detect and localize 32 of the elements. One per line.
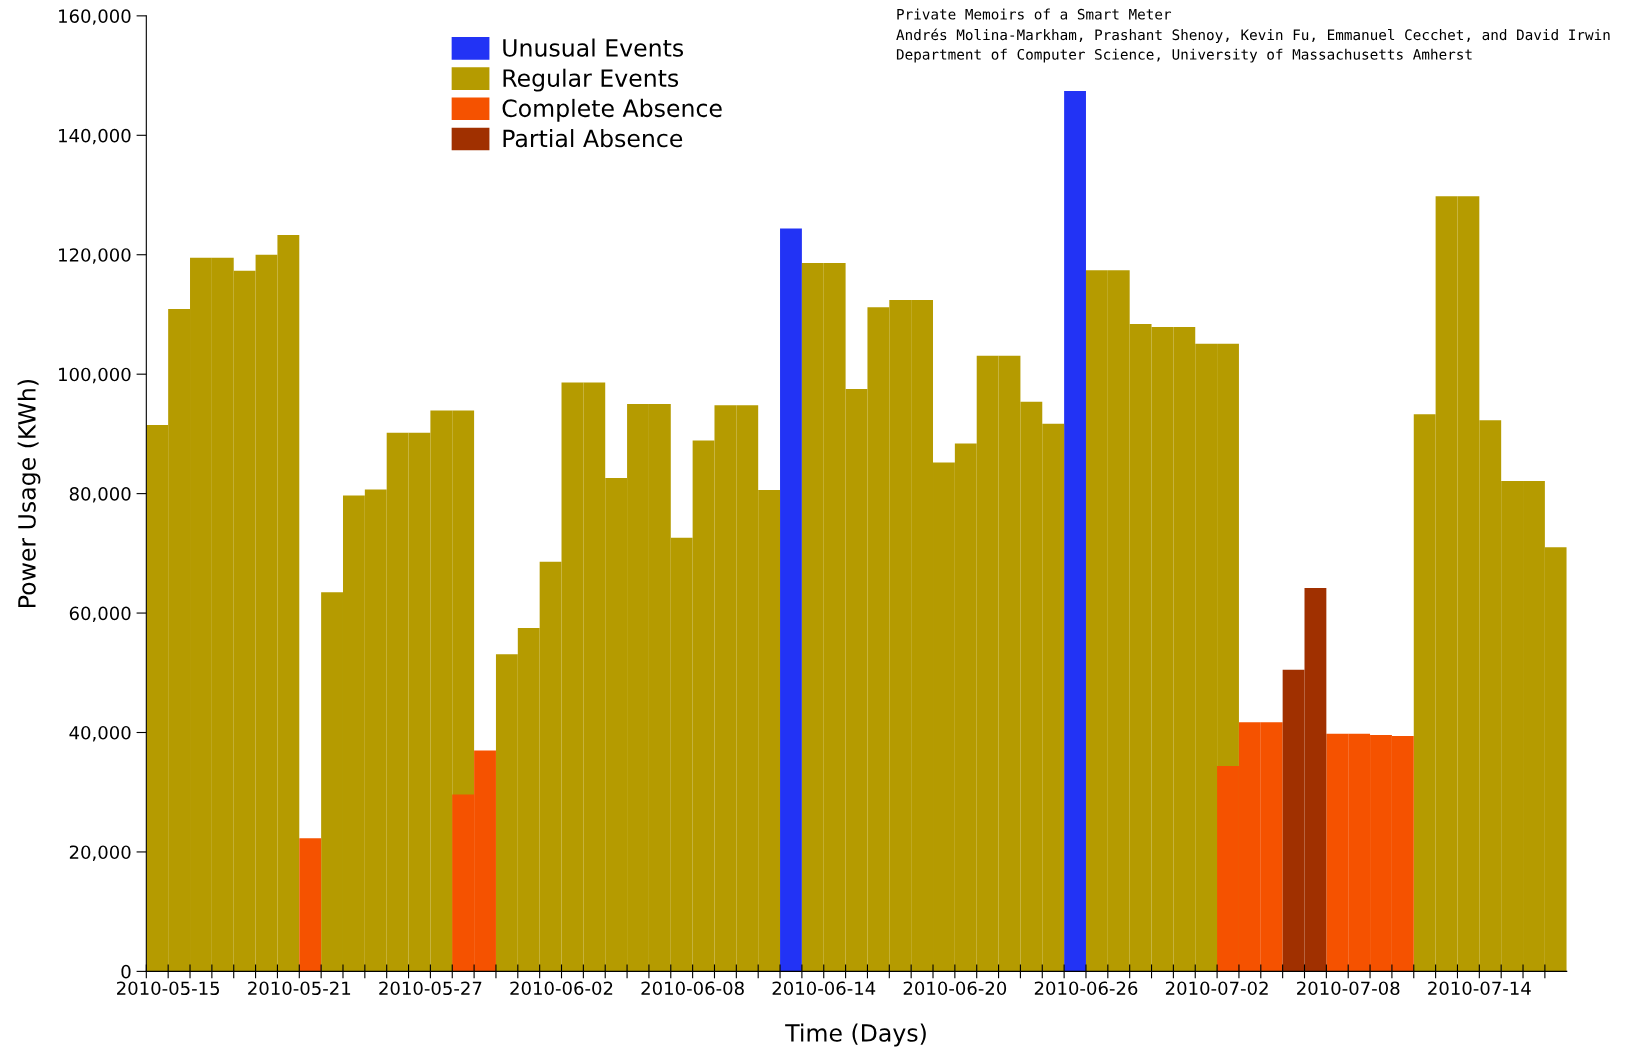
x-tick-label: 2010-06-26 [1034, 981, 1138, 996]
legend-label: Complete Absence [502, 98, 722, 122]
bar [299, 838, 322, 972]
bar [780, 228, 802, 972]
legend-label: Unusual Events [503, 38, 684, 57]
x-tick-label: 2010-05-27 [379, 981, 482, 996]
y-tick-label: 20,000 [69, 845, 131, 861]
bar [1064, 91, 1086, 972]
x-tick-label: 2010-06-02 [510, 981, 613, 996]
y-tick-label: 40,000 [69, 725, 131, 742]
annotation: Department of Computer Science, University of Massachusetts Amherst [896, 48, 1472, 63]
y-tick-label: 0 [121, 964, 131, 979]
legend-label: Regular Events [503, 68, 679, 92]
x-tick-label: 2010-06-20 [903, 981, 1007, 996]
y-tick-label: 80,000 [69, 487, 131, 503]
legend-label: Partial Absence [503, 129, 683, 148]
y-tick-label: 160,000 [59, 9, 131, 25]
x-tick-label: 2010-07-08 [1297, 981, 1400, 996]
y-tick-label: 120,000 [59, 248, 131, 264]
annotation: Andrés Molina-Markham, Prashant Shenoy, Kevin Fu, Emmanuel Cecchet, and David Irwin [896, 28, 1610, 43]
y-tick-label: 60,000 [69, 606, 131, 623]
x-tick-label: 2010-06-08 [641, 981, 744, 996]
x-tick-label: 2010-06-14 [772, 981, 876, 996]
x-tick-label: 2010-07-14 [1428, 981, 1531, 996]
x-axis-title: Time (Days) [785, 1023, 926, 1047]
annotation: Private Memoirs of a Smart Meter [897, 8, 1172, 20]
x-tick-label: 2010-05-21 [248, 981, 351, 996]
y-tick-label: 140,000 [59, 128, 131, 145]
x-tick-label: 2010-05-15 [117, 981, 220, 996]
y-tick-label: 100,000 [59, 367, 131, 384]
x-tick-label: 2010-07-02 [1165, 981, 1268, 996]
y-axis-title: Power Usage (KWh) [17, 379, 41, 607]
